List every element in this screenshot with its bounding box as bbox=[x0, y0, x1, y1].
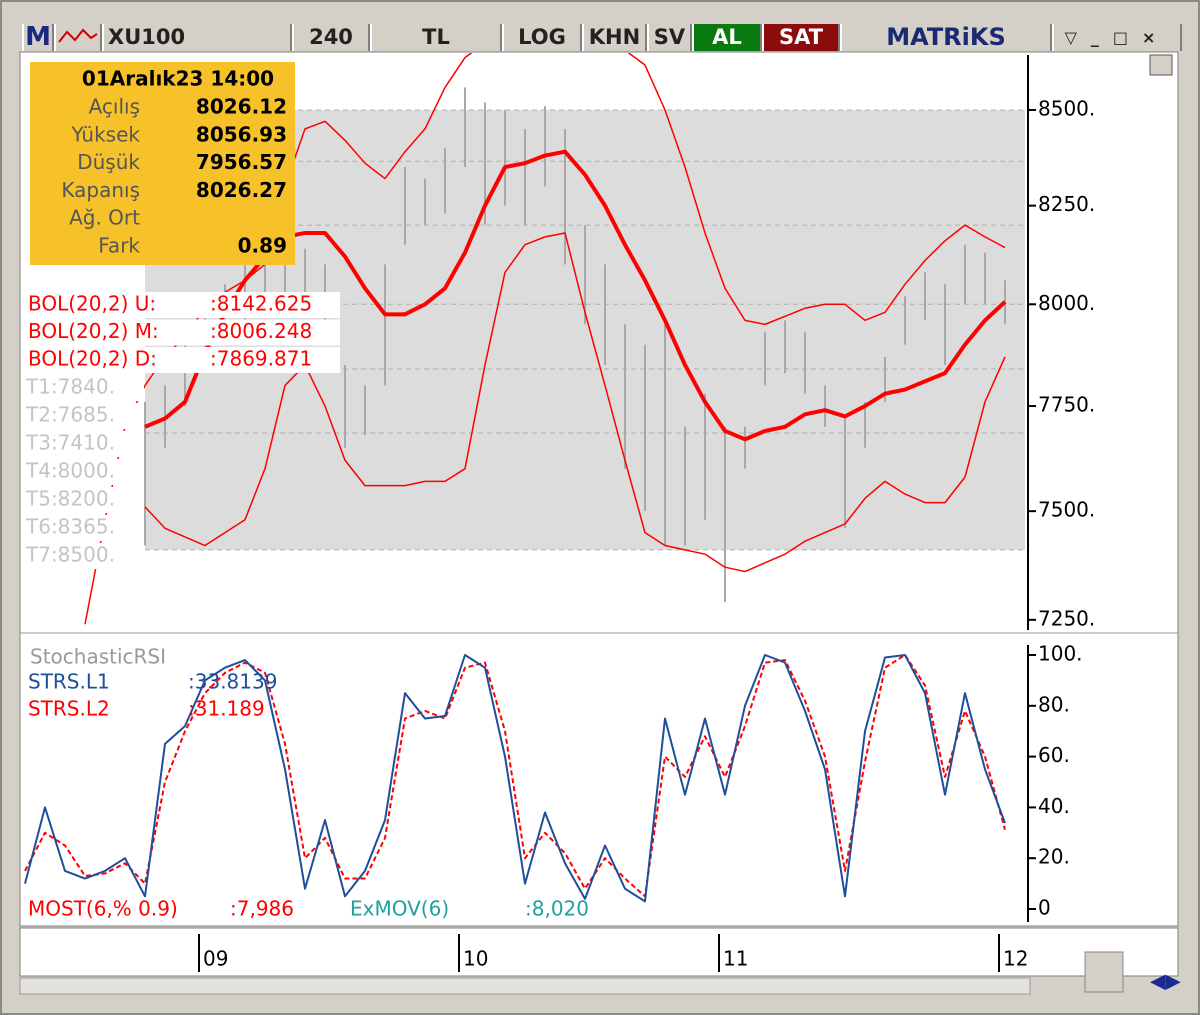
window-buttons[interactable]: ▽_□× bbox=[1052, 24, 1182, 51]
indicator-value: :8,020 bbox=[525, 897, 589, 921]
info-label: Fark bbox=[98, 234, 140, 258]
level-label: T2:7685. bbox=[25, 403, 115, 427]
symbol[interactable]: XU100 bbox=[102, 24, 292, 51]
level-label: T1:7840. bbox=[25, 375, 115, 399]
legend-value: :33.8139 bbox=[188, 670, 277, 694]
chart-icon[interactable] bbox=[54, 24, 102, 51]
indicator-value: :7,986 bbox=[230, 897, 294, 921]
info-value: 8026.27 bbox=[196, 178, 287, 202]
y-tick-label: 80. bbox=[1038, 692, 1070, 716]
y-tick-label: 40. bbox=[1038, 794, 1070, 818]
legend-value: :8006.248 bbox=[210, 319, 312, 343]
level-label: T4:8000. bbox=[25, 459, 115, 483]
khn-button[interactable]: KHN bbox=[582, 24, 647, 51]
refresh-button[interactable] bbox=[1084, 951, 1124, 993]
legend-name: BOL(20,2) M: bbox=[28, 319, 159, 343]
x-tick-label: 12 bbox=[1003, 947, 1028, 971]
period[interactable]: 240 bbox=[292, 24, 370, 51]
panel-title: StochasticRSI bbox=[30, 645, 166, 669]
info-label: Açılış bbox=[89, 95, 140, 119]
buy-button[interactable]: AL bbox=[692, 24, 762, 51]
level-label-bg bbox=[24, 543, 144, 569]
info-label: Düşük bbox=[77, 150, 140, 174]
y-tick-label: 20. bbox=[1038, 845, 1070, 869]
legend-value: :7869.871 bbox=[210, 347, 312, 371]
legend-name: STRS.L1 bbox=[28, 670, 110, 694]
x-tick-label: 10 bbox=[463, 947, 488, 971]
indicator-name: MOST(6,% 0.9) bbox=[28, 897, 178, 921]
level-label-bg bbox=[24, 459, 144, 485]
sv-button[interactable]: SV bbox=[647, 24, 692, 51]
info-label: Yüksek bbox=[71, 122, 141, 146]
legend-value: :8142.625 bbox=[210, 292, 312, 316]
y-tick-label: 8000. bbox=[1038, 291, 1095, 315]
series-line bbox=[24, 654, 1006, 903]
level-label: T7:8500. bbox=[25, 543, 115, 567]
info-value: 0.89 bbox=[238, 234, 287, 258]
legend-name: BOL(20,2) U: bbox=[28, 292, 156, 316]
sell-button[interactable]: SAT bbox=[762, 24, 840, 51]
x-tick-label: 09 bbox=[203, 947, 228, 971]
info-title: 01Aralık23 14:00 bbox=[82, 67, 274, 91]
nav-arrows[interactable]: ◀▶ bbox=[1150, 969, 1181, 993]
legend-name: STRS.L2 bbox=[28, 697, 110, 721]
y-tick-label: 8250. bbox=[1038, 192, 1095, 216]
x-axis-strip bbox=[19, 927, 1179, 977]
y-tick-label: 7250. bbox=[1038, 606, 1095, 630]
level-label: T5:8200. bbox=[25, 487, 115, 511]
level-label-bg bbox=[24, 375, 144, 401]
legend-bg bbox=[24, 319, 340, 346]
legend-name: BOL(20,2) D: bbox=[28, 347, 157, 371]
y-tick-label: 60. bbox=[1038, 743, 1070, 767]
info-value: 8026.12 bbox=[196, 95, 287, 119]
logo[interactable]: M bbox=[22, 24, 54, 51]
y-tick-label: 0 bbox=[1038, 896, 1051, 920]
series-line bbox=[84, 53, 1006, 625]
brand: MATRiKS bbox=[840, 24, 1052, 51]
info-box bbox=[30, 62, 295, 265]
legend-bg bbox=[24, 347, 340, 373]
level-label-bg bbox=[24, 487, 144, 513]
legend-value: :31.189 bbox=[188, 697, 265, 721]
legend-bg bbox=[24, 292, 340, 318]
y-tick-label: 7750. bbox=[1038, 393, 1095, 417]
level-label-bg bbox=[24, 431, 144, 457]
y-tick-label: 7500. bbox=[1038, 498, 1095, 522]
level-label-bg bbox=[24, 515, 144, 541]
scrollbar[interactable] bbox=[19, 977, 1031, 995]
x-tick-label: 11 bbox=[723, 947, 748, 971]
level-label-bg bbox=[24, 403, 144, 429]
info-value: 7956.57 bbox=[196, 150, 287, 174]
info-label: Kapanış bbox=[61, 178, 140, 202]
y-tick-label: 100. bbox=[1038, 642, 1083, 666]
series-line bbox=[144, 232, 1006, 573]
panel-button[interactable] bbox=[1149, 54, 1173, 76]
log-button[interactable]: LOG bbox=[502, 24, 582, 51]
level-label: T3:7410. bbox=[25, 431, 115, 455]
info-value: 8056.93 bbox=[196, 122, 287, 146]
level-label: T6:8365. bbox=[25, 515, 115, 539]
series-line bbox=[24, 654, 1006, 898]
currency[interactable]: TL bbox=[370, 24, 502, 51]
y-tick-label: 8500. bbox=[1038, 96, 1095, 120]
indicator-name: ExMOV(6) bbox=[350, 897, 449, 921]
info-label: Ağ. Ort bbox=[69, 206, 140, 230]
icon bbox=[58, 28, 98, 43]
